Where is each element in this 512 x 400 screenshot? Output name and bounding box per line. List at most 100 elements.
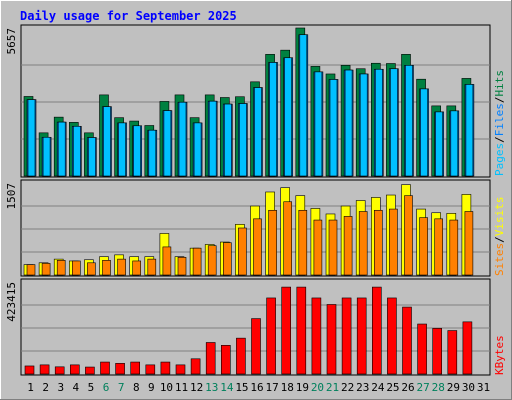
legend-sites: Sites [493, 243, 506, 276]
x-tick-label-day-5: 5 [88, 381, 95, 394]
bar-pages-day-6 [103, 106, 111, 177]
bar-kbytes-day-20 [311, 297, 322, 375]
bar-pages-day-8 [133, 125, 141, 177]
bar-pages-day-20 [314, 71, 323, 177]
bar-kbytes-day-10 [160, 361, 171, 375]
bar-sites-day-29 [449, 219, 459, 276]
x-tick-label-day-19: 19 [296, 381, 309, 394]
bar-kbytes-day-8 [130, 361, 140, 375]
bar-sites-day-5 [87, 262, 96, 276]
bar-kbytes-day-24 [371, 286, 382, 375]
bar-kbytes-day-26 [402, 306, 412, 375]
legend-pages: Pages [493, 143, 506, 176]
bar-sites-day-12 [192, 247, 202, 276]
x-tick-label-day-24: 24 [371, 381, 385, 394]
legend-visits-panel: Sites/Visits [493, 197, 506, 277]
bar-kbytes-day-2 [39, 364, 50, 375]
bar-kbytes-day-30 [462, 321, 473, 375]
x-tick-label-day-11: 11 [175, 381, 188, 394]
legend-hits-panel: Pages/Files/Hits [493, 70, 506, 176]
bar-pages-day-25 [390, 68, 398, 177]
bar-sites-day-20 [313, 219, 323, 276]
x-tick-label-day-23: 23 [356, 381, 369, 394]
bar-pages-day-14 [224, 103, 232, 177]
bar-sites-day-25 [389, 208, 398, 276]
x-tick-label-day-9: 9 [148, 381, 155, 394]
bar-sites-day-9 [147, 258, 157, 276]
bar-sites-day-18 [283, 201, 293, 276]
bar-sites-day-4 [72, 260, 81, 276]
bar-kbytes-day-7 [115, 363, 125, 375]
x-tick-label-day-3: 3 [57, 381, 64, 394]
bar-sites-day-23 [358, 211, 368, 276]
bar-sites-day-14 [223, 242, 232, 276]
bar-kbytes-day-11 [175, 364, 186, 375]
bar-kbytes-day-6 [100, 361, 110, 375]
bar-pages-day-7 [118, 122, 126, 177]
x-axis-day-labels: 1 2 3 4 5 6 7 8 9 10 11 12 13 14 15 16 17 18 19 20 21 22 23 24 2… [27, 381, 490, 394]
bar-pages-day-29 [450, 110, 459, 177]
bar-pages-day-12 [193, 122, 202, 177]
legend-sep-2: / [493, 97, 506, 104]
visits-max-label: 1507 [5, 183, 18, 210]
bar-kbytes-day-4 [70, 364, 80, 375]
bar-sites-day-6 [102, 260, 111, 276]
x-tick-label-day-2: 2 [42, 381, 49, 394]
x-tick-label-day-25: 25 [386, 381, 399, 394]
bar-kbytes-day-25 [387, 297, 397, 375]
bar-sites-day-10 [162, 246, 172, 276]
bar-pages-day-23 [359, 73, 368, 177]
x-tick-label-day-16: 16 [250, 381, 263, 394]
bar-sites-day-21 [328, 219, 338, 276]
x-tick-label-day-26: 26 [401, 381, 414, 394]
legend-sep-1: / [493, 136, 506, 143]
bar-kbytes-day-13 [205, 342, 216, 375]
legend-kbytes: KBytes [493, 335, 506, 375]
bar-pages-day-17 [269, 62, 277, 177]
bar-kbytes-day-17 [266, 297, 276, 375]
bar-pages-day-9 [148, 129, 157, 177]
bar-kbytes-day-9 [145, 364, 156, 375]
x-tick-label-day-15: 15 [235, 381, 248, 394]
bar-sites-day-2 [41, 263, 51, 276]
bar-pages-day-2 [42, 136, 51, 177]
bar-kbytes-day-22 [341, 297, 352, 375]
bar-pages-day-11 [178, 101, 187, 177]
x-tick-label-day-10: 10 [160, 381, 173, 394]
x-tick-label-day-18: 18 [281, 381, 294, 394]
bar-sites-day-22 [343, 216, 353, 276]
bar-pages-day-28 [435, 111, 444, 177]
bar-sites-day-30 [464, 211, 474, 276]
bar-pages-day-1 [27, 99, 36, 177]
bar-pages-day-13 [208, 100, 217, 177]
bar-kbytes-day-18 [281, 286, 292, 375]
x-tick-label-day-1: 1 [27, 381, 34, 394]
legend-visits: Visits [493, 197, 506, 237]
legend-files: Files [493, 103, 506, 136]
bar-kbytes-day-23 [356, 297, 367, 375]
x-tick-label-day-20: 20 [311, 381, 324, 394]
bar-pages-day-5 [88, 137, 96, 177]
x-tick-label-day-6: 6 [103, 381, 110, 394]
bar-pages-day-21 [329, 79, 338, 177]
bar-sites-day-11 [177, 256, 187, 276]
bar-sites-day-24 [373, 209, 383, 276]
x-tick-label-day-14: 14 [220, 381, 234, 394]
x-tick-label-day-22: 22 [341, 381, 354, 394]
bar-pages-day-30 [465, 84, 474, 177]
bar-pages-day-26 [405, 65, 413, 177]
bar-sites-day-16 [253, 218, 262, 276]
x-tick-label-day-7: 7 [118, 381, 125, 394]
bar-kbytes-day-19 [296, 286, 307, 375]
kbytes-max-label: 423415 [5, 282, 18, 322]
bar-kbytes-day-12 [190, 358, 201, 375]
bar-sites-day-3 [56, 260, 66, 276]
bar-sites-day-19 [298, 209, 308, 276]
bar-sites-day-1 [26, 264, 36, 276]
bar-kbytes-day-1 [24, 365, 35, 375]
bar-pages-day-22 [344, 69, 353, 177]
bar-sites-day-7 [117, 258, 126, 276]
legend-sep-3: / [493, 236, 506, 243]
bar-kbytes-day-16 [251, 318, 261, 375]
